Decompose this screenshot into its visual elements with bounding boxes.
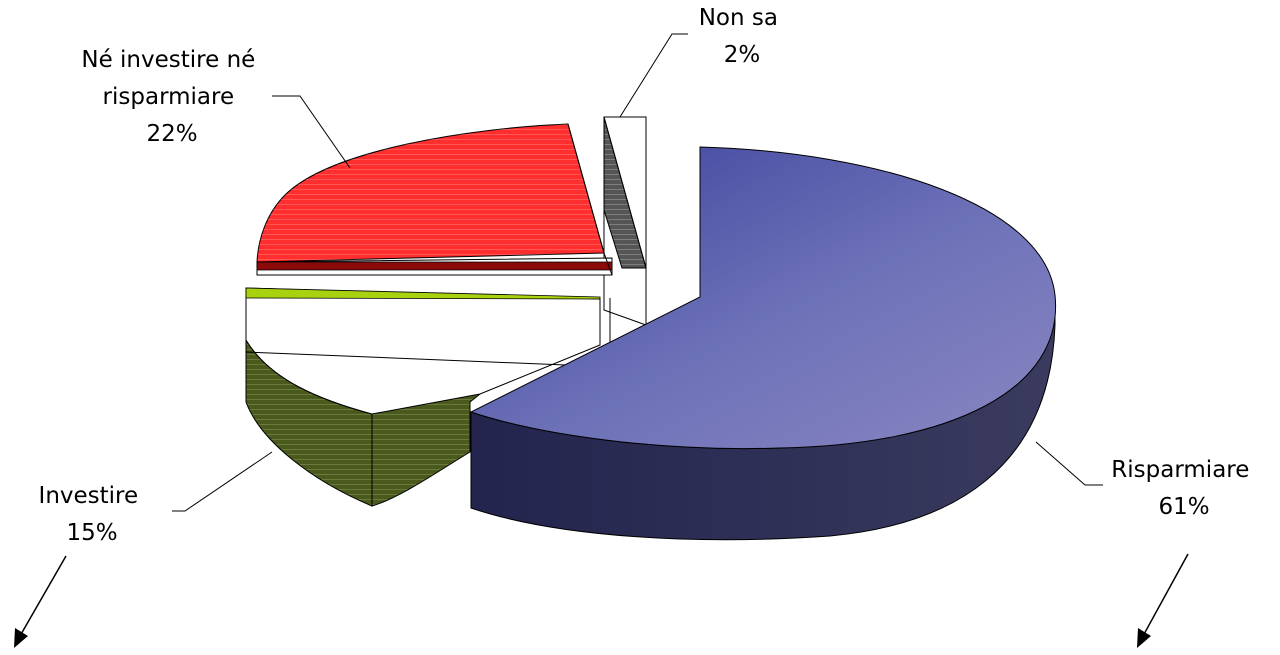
- label-ne-investire-line-1: Né investire né: [81, 47, 255, 73]
- arrow-left: [14, 555, 67, 648]
- leader-investire: [172, 451, 273, 512]
- label-investire: Investire 15%: [39, 483, 146, 546]
- slice-ne-investire: [256, 123, 613, 276]
- label-ne-investire-line-2: risparmiare: [103, 84, 235, 110]
- slice-non-sa: [603, 116, 647, 326]
- leader-ne-investire: [272, 95, 351, 169]
- arrow-right: [1137, 553, 1189, 648]
- label-non-sa: Non sa 2%: [699, 5, 786, 68]
- slice-risparmiare: [469, 146, 1057, 541]
- label-ne-investire: Né investire né risparmiare 22%: [81, 47, 262, 147]
- label-risparmiare-line: Risparmiare: [1111, 457, 1249, 483]
- label-investire-line: Investire: [39, 483, 139, 509]
- label-non-sa-line: Non sa: [699, 5, 778, 31]
- leader-lines: [172, 33, 1103, 512]
- leader-non-sa: [619, 33, 688, 118]
- leader-risparmiare: [1035, 441, 1103, 486]
- slice-investire: [245, 287, 611, 507]
- label-non-sa-pct: 2%: [724, 42, 761, 68]
- label-ne-investire-pct: 22%: [146, 121, 197, 147]
- label-risparmiare-pct: 61%: [1158, 494, 1209, 520]
- label-investire-pct: 15%: [66, 520, 117, 546]
- label-risparmiare: Risparmiare 61%: [1111, 457, 1256, 520]
